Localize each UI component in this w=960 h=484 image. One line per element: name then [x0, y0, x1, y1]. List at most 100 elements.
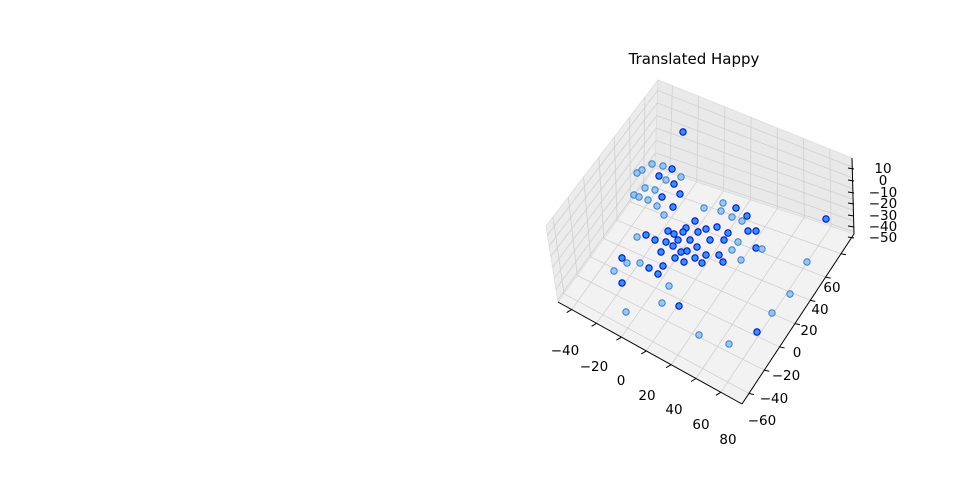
data-point — [670, 243, 676, 249]
data-point — [753, 228, 759, 234]
x-tick-label: 40 — [665, 402, 682, 418]
data-point — [624, 260, 630, 266]
data-point — [643, 232, 649, 238]
data-point — [692, 218, 698, 224]
chart-title: Translated Happy — [594, 50, 794, 68]
data-point — [703, 252, 709, 258]
y-tick — [780, 347, 785, 348]
x-tick — [716, 392, 721, 395]
data-point — [671, 181, 677, 187]
data-point — [701, 205, 707, 211]
data-point — [634, 234, 640, 240]
data-point — [720, 259, 726, 265]
data-point — [699, 260, 705, 266]
data-point — [680, 129, 686, 135]
data-point — [655, 271, 661, 277]
data-point — [739, 218, 745, 224]
data-point — [665, 228, 671, 234]
data-point — [623, 309, 629, 315]
data-point — [677, 191, 683, 197]
y-tick-label: 60 — [823, 280, 840, 296]
data-point — [759, 246, 765, 252]
data-point — [729, 247, 735, 253]
x-tick — [616, 337, 621, 340]
data-point — [714, 224, 720, 230]
data-point — [696, 332, 702, 338]
data-point — [611, 268, 617, 274]
x-tick — [567, 310, 572, 313]
data-point — [672, 255, 678, 261]
data-point — [678, 249, 684, 255]
data-point — [745, 228, 751, 234]
data-point — [645, 197, 651, 203]
data-point — [695, 229, 701, 235]
z-tick-label: −50 — [869, 230, 898, 246]
data-point — [716, 252, 722, 258]
data-point — [744, 213, 750, 219]
data-point — [823, 216, 829, 222]
y-tick-label: −20 — [772, 368, 801, 384]
x-tick-label: 60 — [692, 417, 709, 433]
y-tick — [841, 254, 846, 255]
data-point — [659, 194, 665, 200]
y-tick-label: 0 — [793, 345, 802, 361]
data-point — [675, 237, 681, 243]
data-point — [637, 260, 643, 266]
data-point — [804, 259, 810, 265]
data-point — [707, 237, 713, 243]
data-point — [671, 231, 677, 237]
data-point — [681, 259, 687, 265]
data-point — [703, 226, 709, 232]
data-point — [687, 237, 693, 243]
data-point — [660, 163, 666, 169]
x-tick — [691, 379, 696, 382]
data-point — [735, 239, 741, 245]
y-tick — [826, 277, 831, 278]
data-point — [660, 263, 666, 269]
data-point — [646, 265, 652, 271]
data-point — [652, 237, 658, 243]
data-point — [619, 280, 625, 286]
x-tick — [666, 365, 671, 368]
data-point — [733, 205, 739, 211]
data-point — [636, 194, 642, 200]
data-point — [670, 204, 676, 210]
data-point — [769, 310, 775, 316]
data-point — [721, 237, 727, 243]
data-point — [753, 245, 759, 251]
data-point — [680, 229, 686, 235]
data-point — [738, 257, 744, 263]
y-tick-label: −60 — [748, 413, 777, 429]
data-point — [619, 255, 625, 261]
data-point — [725, 230, 731, 236]
data-point — [652, 187, 658, 193]
data-point — [658, 249, 664, 255]
y-tick — [764, 370, 769, 371]
x-tick — [641, 351, 646, 354]
data-point — [694, 244, 700, 250]
x-tick-label: −20 — [580, 359, 609, 375]
data-point — [720, 200, 726, 206]
data-point — [666, 283, 672, 289]
data-point — [787, 291, 793, 297]
data-point — [684, 248, 690, 254]
data-point — [642, 185, 648, 191]
data-point — [669, 166, 675, 172]
data-point — [656, 173, 662, 179]
data-point — [649, 161, 655, 167]
y-tick-label: 20 — [800, 323, 817, 339]
data-point — [663, 177, 669, 183]
data-point — [659, 300, 665, 306]
data-point — [718, 208, 724, 214]
x-tick-label: 20 — [638, 388, 655, 404]
data-point — [726, 341, 732, 347]
y-tick — [795, 324, 800, 325]
x-tick — [592, 323, 597, 326]
x-tick-label: 0 — [617, 373, 626, 389]
data-point — [676, 303, 682, 309]
data-point — [692, 255, 698, 261]
data-point — [663, 239, 669, 245]
data-point — [634, 170, 640, 176]
